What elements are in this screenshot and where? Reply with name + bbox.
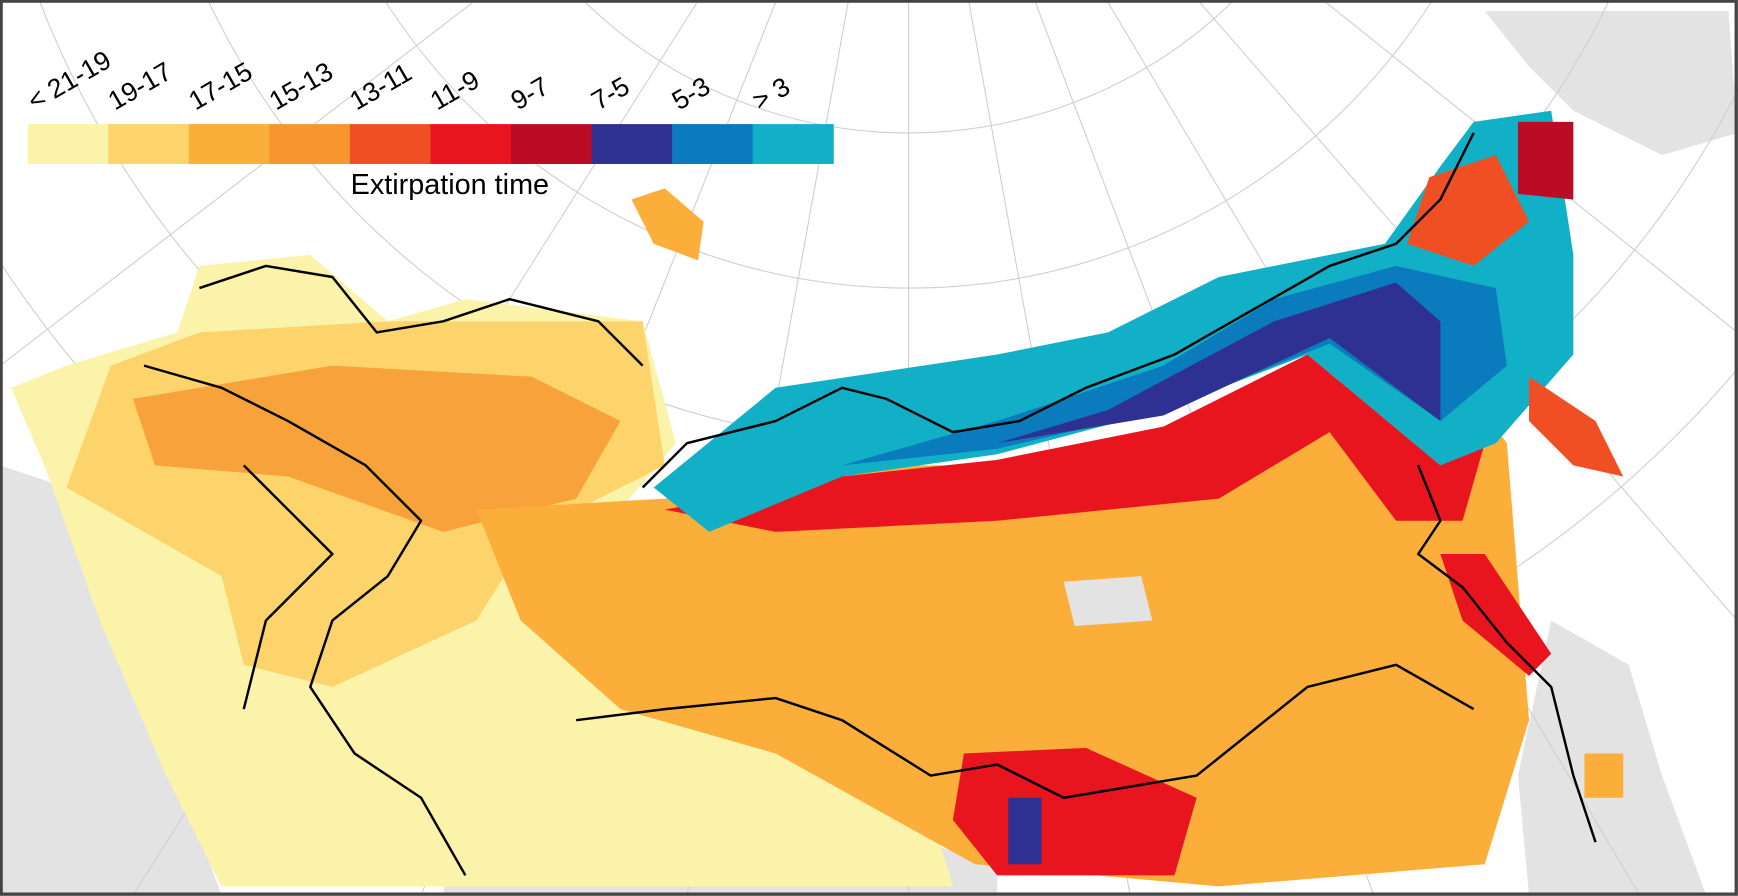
legend-swatch: [430, 124, 512, 164]
region-island: [631, 188, 704, 261]
region-dark-blue: [997, 282, 1441, 444]
borders-europe: [143, 264, 644, 876]
legend-swatch: [511, 124, 593, 164]
coastline-east: [1417, 464, 1597, 843]
region-blue-south: [1008, 797, 1042, 865]
legend-swatch: [108, 124, 190, 164]
coastline-north: [641, 132, 1475, 489]
legend-swatch: [752, 124, 834, 164]
legend-swatch: [349, 124, 432, 164]
region-red-coast: [1440, 554, 1552, 676]
legend-swatch: [591, 124, 673, 164]
legend-swatch: [269, 124, 351, 164]
region-cyan: [653, 110, 1574, 532]
legend-swatch: [27, 124, 109, 164]
legend-title: Extirpation time: [351, 169, 549, 201]
land-northeast: [1484, 11, 1738, 156]
region-orange-west: [132, 365, 621, 532]
region-kamchatka: [1529, 376, 1624, 477]
region-red-band: [664, 354, 1485, 532]
legend-swatch: [672, 124, 754, 164]
region-japan: [1584, 753, 1624, 798]
region-dark-red: [1517, 121, 1574, 200]
border-south: [576, 663, 1475, 799]
region-gray: [1063, 576, 1153, 627]
region-red-northeast: [1407, 155, 1530, 266]
legend-swatch: [188, 124, 270, 164]
land-west: [0, 465, 222, 896]
